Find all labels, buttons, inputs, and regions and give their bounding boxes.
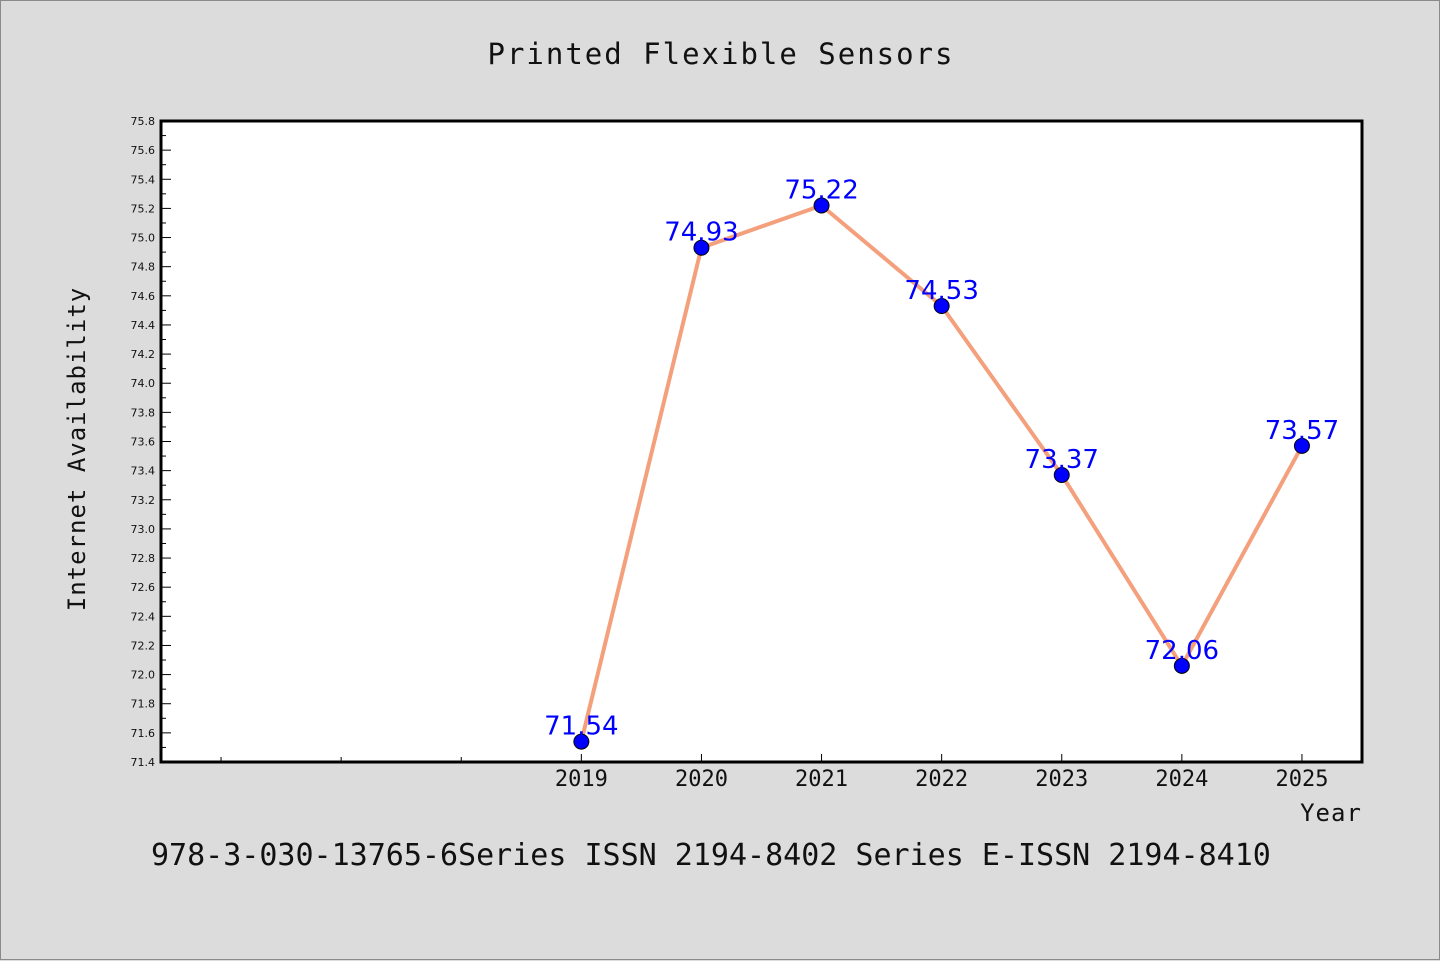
data-label: 74.93 xyxy=(664,218,738,248)
y-tick-label: 71.4 xyxy=(131,756,156,769)
y-tick-label: 73.2 xyxy=(131,494,156,507)
y-tick-label: 75.8 xyxy=(131,115,156,128)
plot-border xyxy=(159,119,1364,764)
y-tick-label: 75.0 xyxy=(131,232,156,245)
y-tick-label: 73.6 xyxy=(131,436,156,449)
x-axis-label: Year xyxy=(1300,799,1362,827)
data-label: 73.57 xyxy=(1265,416,1339,446)
y-tick-label: 75.6 xyxy=(131,144,156,157)
data-point xyxy=(933,298,950,315)
y-tick-label: 74.8 xyxy=(131,261,156,274)
x-tick-label: 2025 xyxy=(1275,767,1328,792)
x-tick-label: 2020 xyxy=(675,767,728,792)
y-tick-label: 71.8 xyxy=(131,698,156,711)
y-tick-label: 73.0 xyxy=(131,523,156,536)
y-tick-label: 75.4 xyxy=(131,173,156,186)
y-tick-label: 73.4 xyxy=(131,465,156,478)
data-point xyxy=(1173,657,1190,674)
x-axis: 2019 2020 2021 2022 2023 2024 2025 xyxy=(220,754,1328,792)
y-tick-label: 72.2 xyxy=(131,639,156,652)
y-tick-label: 75.2 xyxy=(131,202,156,215)
data-label: 73.37 xyxy=(1025,445,1099,475)
data-point xyxy=(693,239,710,256)
chart-title: Printed Flexible Sensors xyxy=(487,37,954,71)
data-point xyxy=(1053,467,1070,484)
y-tick-label: 73.8 xyxy=(131,406,156,419)
isbn-footer: 978-3-030-13765-6Series ISSN 2194-8402 S… xyxy=(151,838,1271,873)
data-label: 75.22 xyxy=(784,175,858,205)
x-tick-label: 2022 xyxy=(915,767,968,792)
x-tick-label: 2023 xyxy=(1035,767,1088,792)
y-tick-label: 72.8 xyxy=(131,552,156,565)
y-tick-label: 71.6 xyxy=(131,727,156,740)
y-axis-label: Internet Availability xyxy=(63,287,91,611)
data-label: 71.54 xyxy=(544,712,618,742)
data-labels: 71.54 74.93 75.22 74.53 73.37 72.06 73.57 xyxy=(544,175,1339,741)
data-point xyxy=(813,197,830,214)
x-tick-label: 2024 xyxy=(1155,767,1208,792)
data-point xyxy=(573,733,590,750)
data-points xyxy=(573,197,1310,750)
y-tick-label: 74.2 xyxy=(131,348,156,361)
y-tick-label: 72.0 xyxy=(131,669,156,682)
data-label: 72.06 xyxy=(1145,636,1219,666)
data-point xyxy=(1293,437,1310,454)
y-tick-label: 74.4 xyxy=(131,319,156,332)
y-tick-label: 72.4 xyxy=(131,610,156,623)
x-tick-label: 2019 xyxy=(555,767,608,792)
data-label: 74.53 xyxy=(904,276,978,306)
x-tick-label: 2021 xyxy=(795,767,848,792)
y-tick-label: 74.0 xyxy=(131,377,156,390)
y-tick-label: 72.6 xyxy=(131,581,156,594)
y-tick-label: 74.6 xyxy=(131,290,156,303)
y-axis: 71.4 71.6 71.8 72.0 72.2 72.4 72.6 72.8 73.0 73.2… xyxy=(131,115,171,769)
